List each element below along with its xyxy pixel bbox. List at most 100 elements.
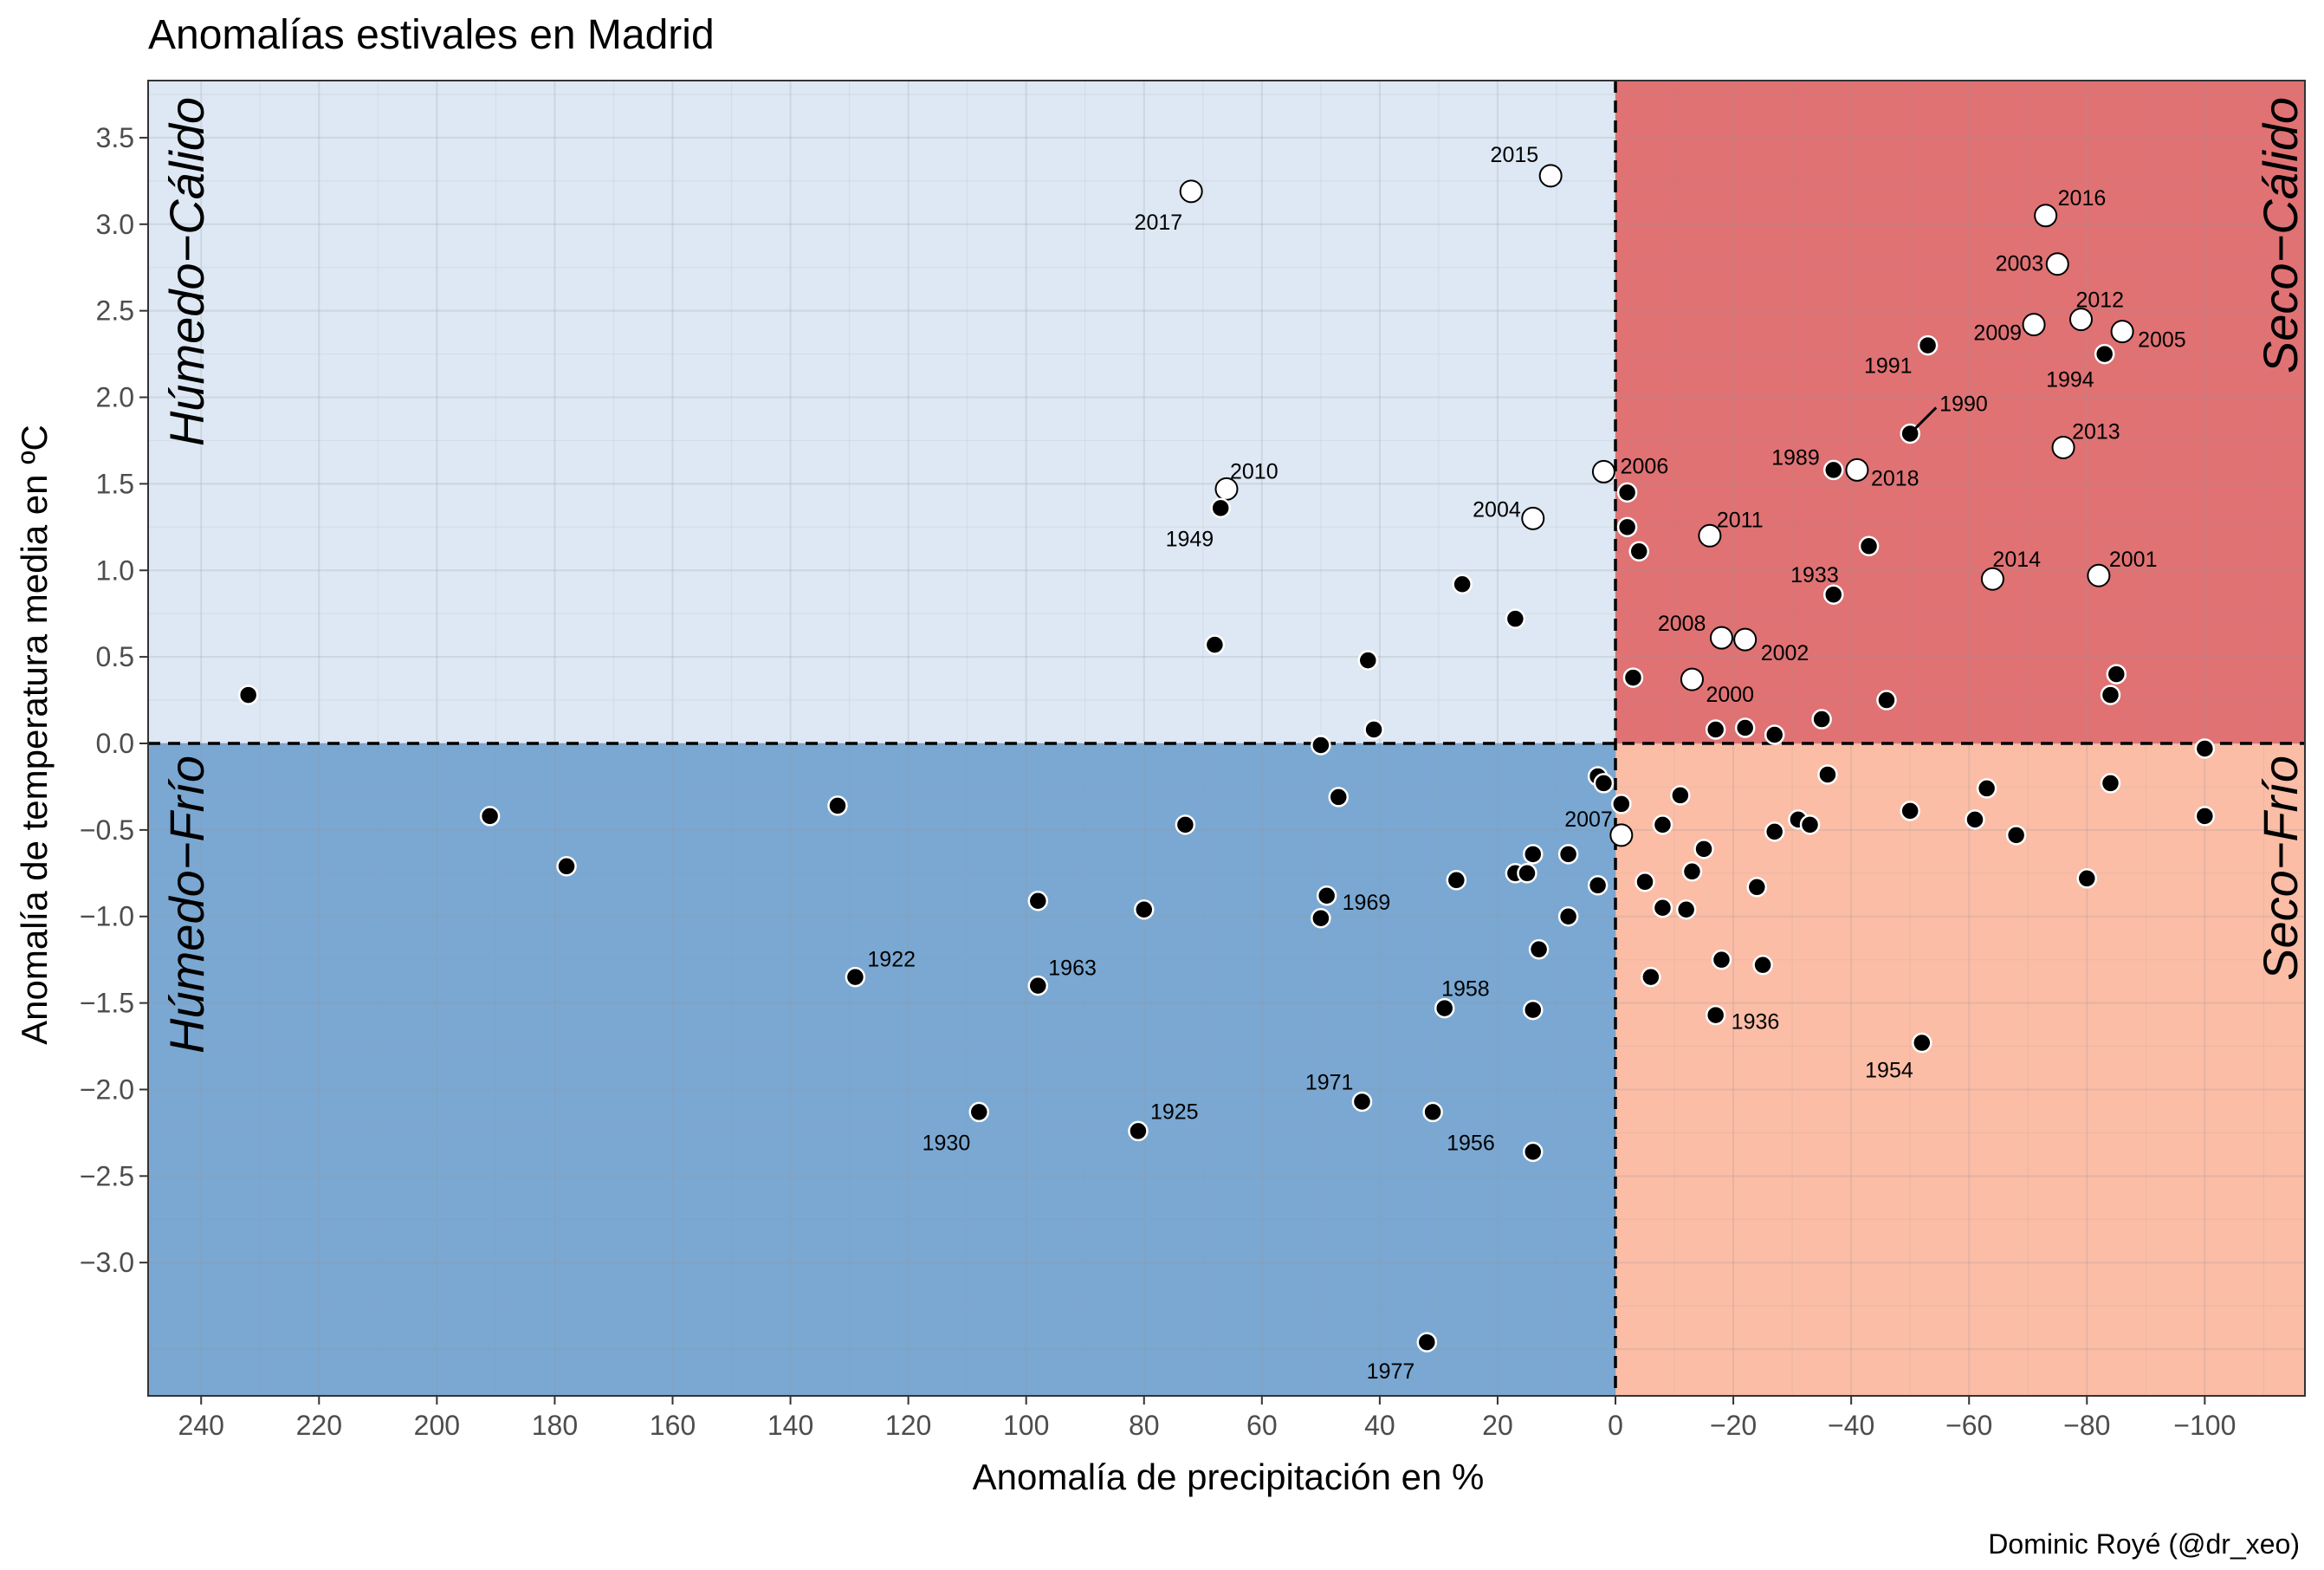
data-point: [1681, 861, 1703, 882]
plot-panel: Húmedo−Cálido Húmedo−Frío Seco−Cálido Seco−…: [147, 80, 2308, 1397]
data-point-hollow: [1709, 626, 1733, 650]
data-point: [1611, 794, 1632, 814]
data-point: [1523, 1141, 1544, 1163]
data-point-hollow: [1521, 506, 1545, 530]
points: [237, 164, 2216, 1353]
data-point: [1351, 1091, 1373, 1113]
data-point: [1027, 975, 1049, 996]
point-label: 2016: [2058, 186, 2107, 211]
data-point: [1616, 482, 1638, 503]
data-point: [1764, 821, 1785, 842]
y-tick-label: −2.5: [80, 1160, 134, 1191]
x-tick-label: 100: [1003, 1410, 1049, 1441]
point-label: 2018: [1871, 466, 1919, 490]
quadrant-label-seco-frio: Seco−Frío: [2253, 756, 2308, 981]
point-label: 2012: [2075, 289, 2124, 313]
data-point: [2100, 684, 2121, 705]
x-tick-label: 0: [1608, 1410, 1623, 1441]
x-tick-label: 220: [296, 1410, 342, 1441]
data-point: [1587, 875, 1609, 896]
data-point: [1175, 814, 1196, 835]
data-point: [1711, 949, 1732, 970]
data-point-hollow: [2034, 204, 2058, 228]
data-point: [556, 856, 577, 877]
x-tick-label: 240: [178, 1410, 224, 1441]
x-tick-label: 20: [1482, 1410, 1513, 1441]
data-point: [1557, 844, 1579, 865]
y-tick-label: 3.5: [96, 122, 134, 153]
data-point-hollow: [1698, 523, 1722, 548]
data-point: [1528, 938, 1550, 960]
data-point: [1764, 724, 1785, 745]
point-label: 1958: [1441, 977, 1490, 1002]
x-tick-label: 140: [767, 1410, 813, 1441]
data-point: [827, 795, 848, 816]
data-point: [1027, 891, 1049, 912]
point-label: 2008: [1658, 612, 1706, 636]
data-point: [2194, 738, 2216, 759]
point-label: 2006: [1621, 454, 1669, 478]
quadrant-humedo-frio: [148, 743, 1616, 1396]
point-label: 1949: [1166, 527, 1214, 551]
x-axis-ticks: 240 220 200 180 160 140 120 100 80 60 40 20 0 −20 −40−…: [178, 1396, 2236, 1441]
y-axis-ticks: 3.5 3.0 2.5 2.0 1.5 1.0 0.5 0.0 −0.5 −1.0 −1.5 −2.0…: [80, 122, 148, 1278]
data-point: [1652, 897, 1673, 918]
point-label: 1963: [1048, 957, 1097, 981]
point-label: 1977: [1367, 1359, 1415, 1384]
point-label: 1956: [1447, 1131, 1495, 1155]
x-axis-title: Anomalía de precipitación en %: [973, 1456, 1485, 1497]
data-point: [479, 806, 501, 827]
data-point: [1965, 809, 1985, 830]
data-point: [1811, 709, 1832, 730]
data-point-hollow: [2051, 435, 2075, 459]
y-tick-label: 2.5: [96, 295, 134, 327]
data-point: [1616, 516, 1638, 538]
data-point-hollow: [2045, 252, 2069, 276]
x-tick-label: 180: [532, 1410, 578, 1441]
data-point: [1128, 1120, 1149, 1142]
x-tick-label: 160: [650, 1410, 696, 1441]
data-point-hollow: [1591, 459, 1615, 483]
data-point: [1416, 1332, 1438, 1353]
data-point-hollow: [2110, 320, 2134, 344]
data-point: [1912, 1032, 1932, 1054]
y-tick-label: 1.0: [96, 555, 134, 586]
point-label: 1994: [2046, 368, 2094, 392]
point-label: 2003: [1996, 252, 2044, 276]
data-point: [1523, 844, 1544, 865]
point-label: 1933: [1790, 563, 1839, 587]
point-label: 1971: [1305, 1070, 1354, 1094]
data-point: [1876, 690, 1897, 710]
y-axis-title: Anomalía de temperatura media en ºC: [14, 425, 55, 1045]
data-point: [1858, 535, 1880, 557]
y-tick-label: 3.0: [96, 209, 134, 240]
y-tick-label: −1.0: [80, 901, 134, 932]
y-tick-label: −1.5: [80, 988, 134, 1019]
x-tick-label: −20: [1710, 1410, 1757, 1441]
gridlines: [148, 81, 2305, 1396]
data-point: [1900, 801, 1920, 821]
x-tick-label: 60: [1246, 1410, 1278, 1441]
point-labels: 2017 2015 2010 1949 2004 2006 2011 2008 2002 2000…: [867, 143, 2185, 1384]
data-point: [1452, 574, 1473, 594]
point-label: 1990: [1939, 392, 1988, 416]
point-label: 1954: [1865, 1059, 1913, 1083]
data-point: [1652, 814, 1673, 835]
point-label: 1936: [1732, 1010, 1780, 1035]
data-point: [1670, 785, 1691, 806]
data-point: [1822, 459, 1844, 481]
data-point: [1311, 735, 1331, 756]
data-point: [1641, 966, 1661, 988]
data-point: [1446, 870, 1467, 891]
data-point-hollow: [1733, 627, 1758, 652]
x-tick-label: 40: [1364, 1410, 1395, 1441]
data-point-hollow: [1680, 667, 1704, 691]
data-point: [1746, 877, 1768, 898]
point-label: 1930: [922, 1131, 971, 1155]
point-label: 2004: [1473, 497, 1521, 522]
y-tick-label: −3.0: [80, 1247, 134, 1278]
panel-border: [147, 80, 2306, 1397]
point-label: 2009: [1973, 321, 2022, 346]
point-label: 2011: [1717, 508, 1764, 532]
data-point: [2076, 868, 2098, 889]
